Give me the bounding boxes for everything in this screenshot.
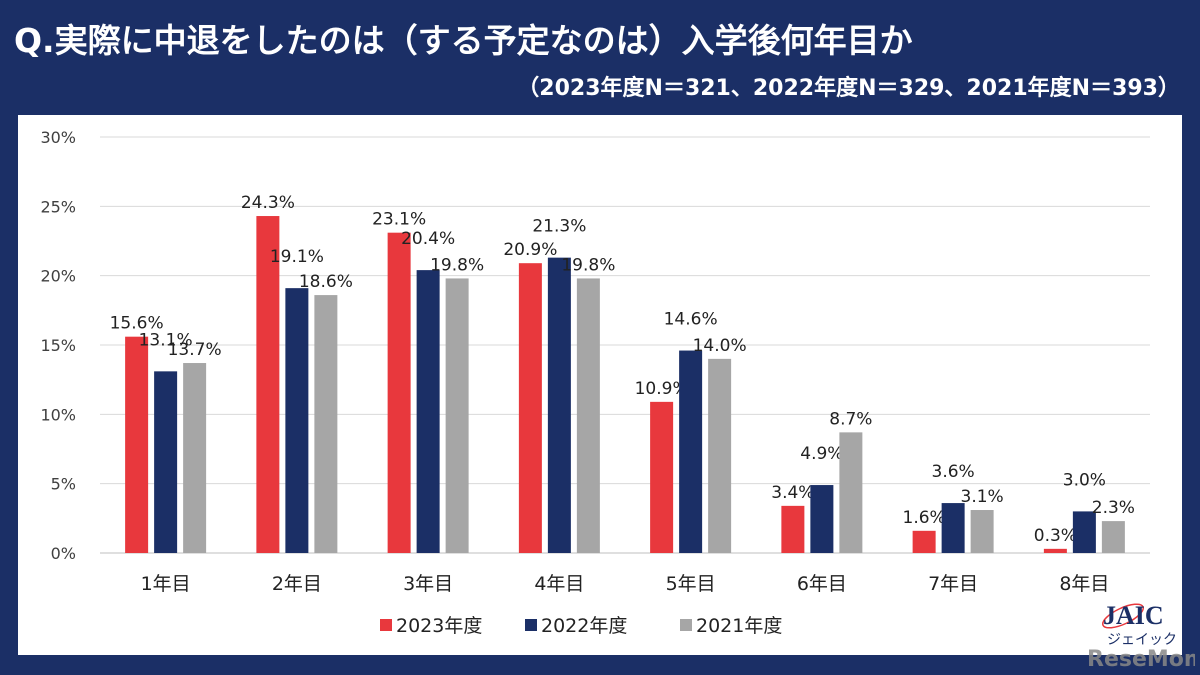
data-label: 20.9% <box>503 240 557 260</box>
data-label: 2.3% <box>1092 498 1135 518</box>
data-label: 3.1% <box>961 487 1004 507</box>
y-tick-label: 5% <box>51 475 76 494</box>
y-tick-label: 10% <box>40 405 76 424</box>
x-tick-label: 5年目 <box>666 573 716 595</box>
y-tick-label: 20% <box>40 267 76 286</box>
bar <box>416 270 440 553</box>
jaic-logo: JAIC ジェイック ReseMom <box>1087 601 1195 671</box>
data-label: 19.8% <box>561 255 615 275</box>
bar <box>576 278 600 553</box>
x-tick-label: 7年目 <box>928 573 978 595</box>
bar <box>256 216 280 553</box>
bar <box>285 288 309 553</box>
bar <box>183 363 207 553</box>
data-label: 18.6% <box>299 272 353 292</box>
legend-swatch <box>380 619 392 631</box>
legend-label: 2021年度 <box>696 615 782 637</box>
chart-panel: 0% 5% 10% 15% 20% 25% 30% 1年目 15.6% 13.1% 13.7% 2年目… <box>18 115 1182 655</box>
svg-text:ReseMom: ReseMom <box>1087 647 1195 671</box>
data-label: 0.3% <box>1034 526 1077 546</box>
data-label: 23.1% <box>372 210 426 230</box>
data-label: 19.8% <box>430 255 484 275</box>
data-label: 3.0% <box>1063 470 1106 490</box>
legend-label: 2023年度 <box>396 615 482 637</box>
data-label: 3.4% <box>771 483 814 503</box>
data-label: 1.6% <box>903 508 946 528</box>
bar <box>1101 521 1125 553</box>
svg-text:ジェイック: ジェイック <box>1107 632 1177 648</box>
x-tick-label: 6年目 <box>797 573 847 595</box>
data-label: 13.7% <box>168 340 222 360</box>
data-label: 21.3% <box>532 217 586 237</box>
data-label: 24.3% <box>241 193 295 213</box>
page-subtitle: （2023年度N＝321、2022年度N＝329、2021年度N＝393） <box>517 76 1180 101</box>
data-label: 14.6% <box>664 310 718 330</box>
bar <box>445 278 469 553</box>
x-tick-label: 8年目 <box>1059 573 1109 595</box>
legend-label: 2022年度 <box>541 615 627 637</box>
data-label: 8.7% <box>829 409 872 429</box>
bar <box>314 295 338 553</box>
y-tick-label: 25% <box>40 197 76 216</box>
x-tick-label: 4年目 <box>534 573 584 595</box>
bar <box>1043 548 1067 553</box>
data-label: 10.9% <box>635 379 689 399</box>
bar <box>547 257 571 553</box>
bar <box>941 503 965 553</box>
bar <box>518 263 542 553</box>
x-tick-label: 2年目 <box>272 573 322 595</box>
data-label: 4.9% <box>800 444 843 464</box>
bar <box>650 401 674 553</box>
data-label: 13.1% <box>139 330 193 350</box>
y-tick-label: 15% <box>40 336 76 355</box>
data-label: 3.6% <box>932 462 975 482</box>
bar <box>810 485 834 553</box>
y-tick-label: 30% <box>40 128 76 147</box>
bar <box>387 232 411 553</box>
bar-chart: 0% 5% 10% 15% 20% 25% 30% 1年目 15.6%13.1%13.7% 2年目… <box>40 128 1150 637</box>
data-label: 20.4% <box>401 229 455 249</box>
bar <box>839 432 863 553</box>
legend-swatch <box>525 619 537 631</box>
bar <box>912 530 936 553</box>
x-tick-label: 1年目 <box>141 573 191 595</box>
data-label: 15.6% <box>110 314 164 334</box>
page-title: Q.実際に中退をしたのは（する予定なのは）入学後何年目か <box>14 21 913 60</box>
legend-swatch <box>680 619 692 631</box>
y-tick-label: 0% <box>51 544 76 563</box>
data-label: 14.0% <box>693 336 747 356</box>
svg-text:JAIC: JAIC <box>1103 601 1164 630</box>
bar <box>679 350 703 553</box>
bar <box>781 505 805 553</box>
bar <box>125 336 149 553</box>
bar <box>154 371 178 553</box>
x-tick-label: 3年目 <box>403 573 453 595</box>
bar <box>970 510 994 553</box>
bar <box>1072 511 1096 553</box>
data-label: 19.1% <box>270 247 324 267</box>
bar <box>708 358 732 553</box>
